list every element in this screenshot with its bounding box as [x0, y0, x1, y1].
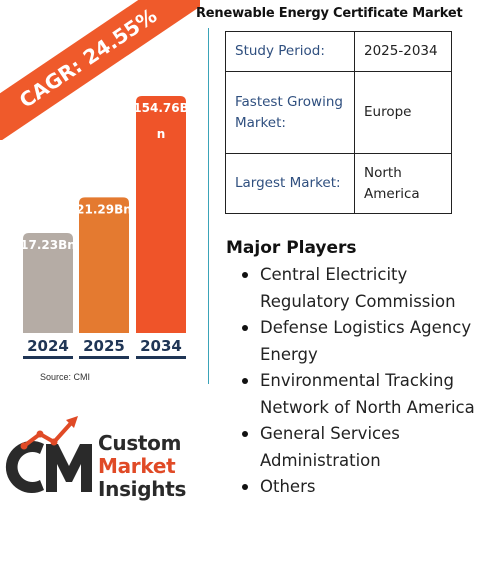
year-underline-2025	[79, 356, 129, 359]
info-row-largest-market: Largest Market: North America	[225, 153, 452, 214]
year-band-2034	[136, 333, 186, 359]
major-players-title: Major Players	[226, 238, 357, 258]
logo-line-1: Custom	[98, 431, 182, 455]
cagr-ribbon-wrap: CAGR: 24.55%	[0, 0, 200, 140]
info-label: Study Period:	[225, 31, 355, 72]
data-label-2025: 21.29Bn	[76, 202, 132, 216]
info-label: Largest Market:	[225, 153, 355, 214]
major-players-list: Central Electricity Regulatory Commissio…	[242, 262, 487, 501]
bar-chart: 2024 17.23Bn 2025 21.29Bn 2034 154.76B n	[20, 96, 189, 359]
bar-2025	[79, 197, 129, 333]
info-value: Europe	[354, 71, 452, 154]
chart-source: Source: CMI	[40, 372, 91, 382]
cagr-ribbon: CAGR: 24.55%	[0, 0, 200, 140]
info-label: Fastest Growing Market:	[225, 71, 355, 154]
logo-line-3: Insights	[98, 477, 187, 501]
year-underline-2034	[136, 356, 186, 359]
divider-line	[208, 28, 209, 384]
info-table: Study Period: 2025-2034 Fastest Growing …	[225, 31, 452, 214]
data-label-2024: 17.23Bn	[20, 238, 76, 252]
page-title: Renewable Energy Certificate Market	[196, 6, 463, 21]
logo-line-2: Market	[98, 454, 176, 478]
info-row-study-period: Study Period: 2025-2034	[225, 31, 452, 72]
year-underline-2024	[23, 356, 73, 359]
player-item: Defense Logistics Agency Energy	[242, 315, 487, 368]
player-item: Central Electricity Regulatory Commissio…	[242, 262, 487, 315]
player-item: Environmental Tracking Network of North …	[242, 368, 487, 421]
company-logo-icon	[5, 416, 92, 493]
player-item: Others	[242, 474, 487, 501]
tick-label-2034: 2034	[140, 337, 182, 355]
player-item: General Services Administration	[242, 421, 487, 474]
info-value: North America	[354, 153, 452, 214]
tick-label-2024: 2024	[27, 337, 69, 355]
year-band-2025	[79, 333, 129, 359]
bars-group: 2024 17.23Bn 2025 21.29Bn 2034 154.76B n	[20, 96, 189, 359]
year-band-2024	[23, 333, 73, 359]
tick-label-2025: 2025	[83, 337, 125, 355]
info-value: 2025-2034	[354, 31, 452, 72]
logo-wordmark: Custom Market Insights	[98, 432, 186, 501]
info-row-fastest-growing: Fastest Growing Market: Europe	[225, 71, 452, 154]
bar-2034	[136, 96, 186, 333]
bar-2024	[23, 233, 73, 333]
data-label-2034: 154.76B n	[133, 101, 188, 141]
